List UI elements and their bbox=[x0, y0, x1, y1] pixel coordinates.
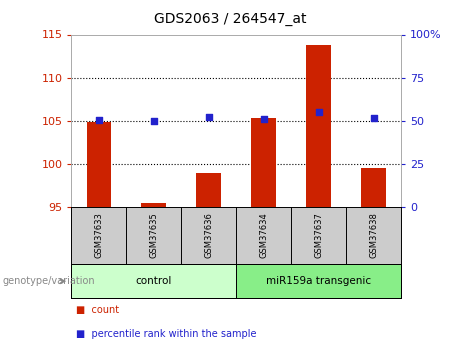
Bar bbox=[142, 203, 166, 207]
Text: GSM37634: GSM37634 bbox=[259, 213, 268, 258]
Text: miR159a transgenic: miR159a transgenic bbox=[266, 276, 371, 286]
Point bbox=[370, 115, 377, 121]
Text: GSM37635: GSM37635 bbox=[149, 213, 159, 258]
Text: GSM37636: GSM37636 bbox=[204, 213, 213, 258]
Bar bbox=[306, 45, 331, 207]
Text: GSM37638: GSM37638 bbox=[369, 213, 378, 258]
Text: GSM37637: GSM37637 bbox=[314, 213, 323, 258]
Point bbox=[150, 118, 158, 124]
Bar bbox=[87, 122, 111, 207]
Text: genotype/variation: genotype/variation bbox=[2, 276, 95, 286]
Bar bbox=[71, 264, 236, 298]
Bar bbox=[251, 118, 276, 207]
Bar bbox=[236, 264, 401, 298]
Text: GSM37633: GSM37633 bbox=[95, 213, 103, 258]
Bar bbox=[196, 172, 221, 207]
Point bbox=[205, 115, 213, 120]
Text: ■  count: ■ count bbox=[76, 305, 119, 315]
Text: ■  percentile rank within the sample: ■ percentile rank within the sample bbox=[76, 329, 257, 339]
Point bbox=[315, 109, 322, 115]
Point bbox=[260, 116, 267, 122]
Text: control: control bbox=[136, 276, 172, 286]
Bar bbox=[361, 168, 386, 207]
Point bbox=[95, 117, 103, 122]
Text: GDS2063 / 264547_at: GDS2063 / 264547_at bbox=[154, 12, 307, 26]
